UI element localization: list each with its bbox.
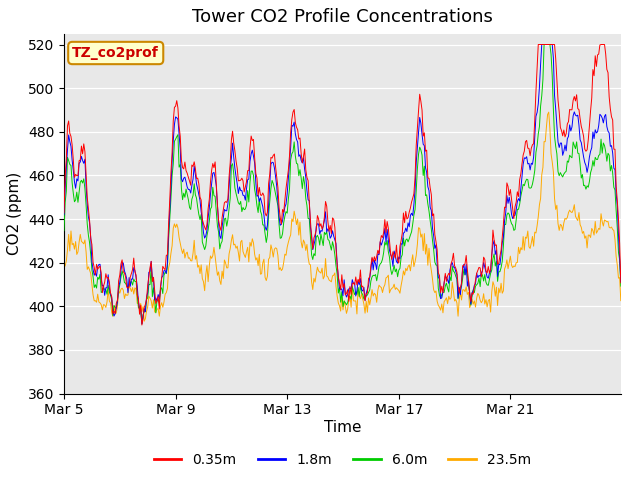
X-axis label: Time: Time xyxy=(324,420,361,435)
Y-axis label: CO2 (ppm): CO2 (ppm) xyxy=(7,172,22,255)
Text: TZ_co2prof: TZ_co2prof xyxy=(72,46,159,60)
Title: Tower CO2 Profile Concentrations: Tower CO2 Profile Concentrations xyxy=(192,9,493,26)
Legend: 0.35m, 1.8m, 6.0m, 23.5m: 0.35m, 1.8m, 6.0m, 23.5m xyxy=(148,447,537,472)
